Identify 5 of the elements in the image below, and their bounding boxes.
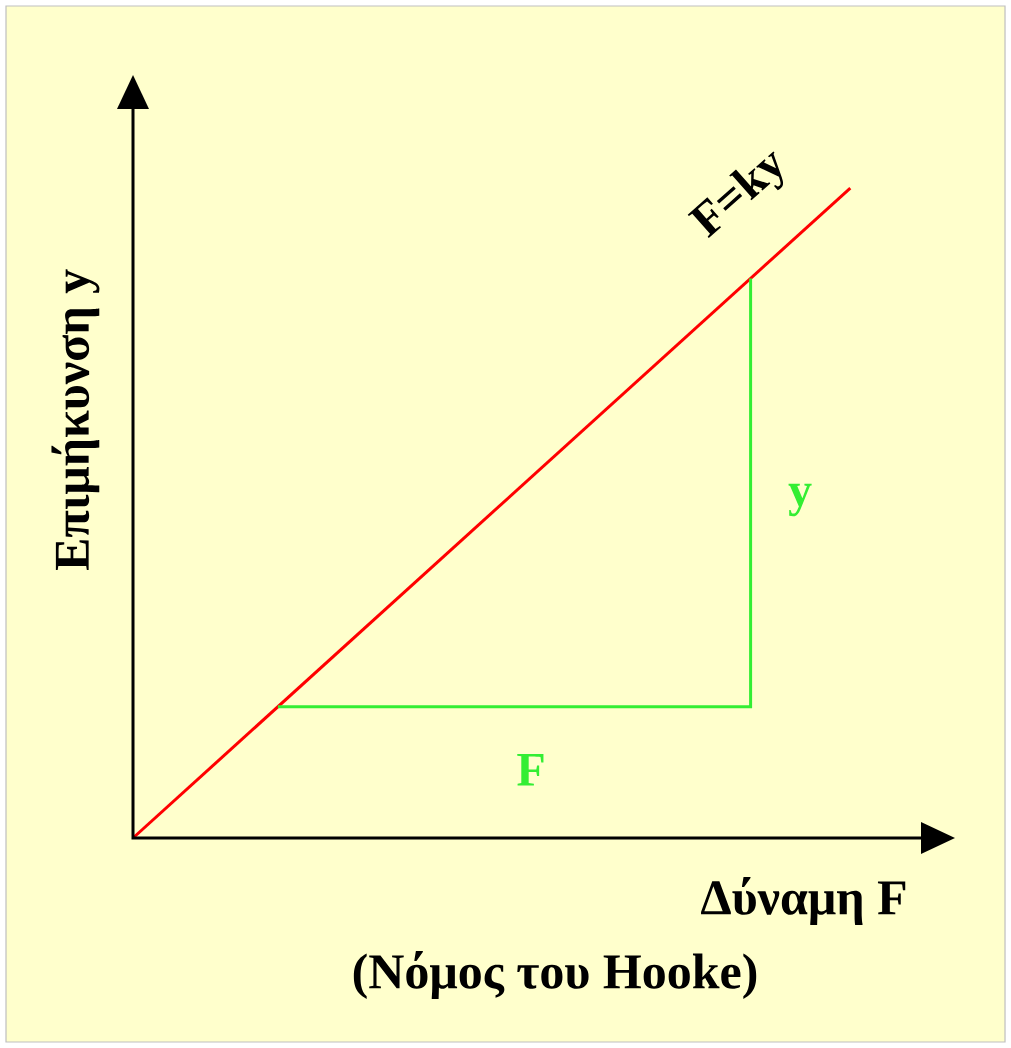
x-axis-title: Δύναμη F	[701, 877, 906, 925]
annotation: y	[788, 483, 812, 517]
text: (Νόμος του Hooke)	[353, 951, 757, 999]
y-axis-title: Επιμήκυνση y	[51, 269, 100, 571]
annotation: F	[517, 754, 544, 786]
